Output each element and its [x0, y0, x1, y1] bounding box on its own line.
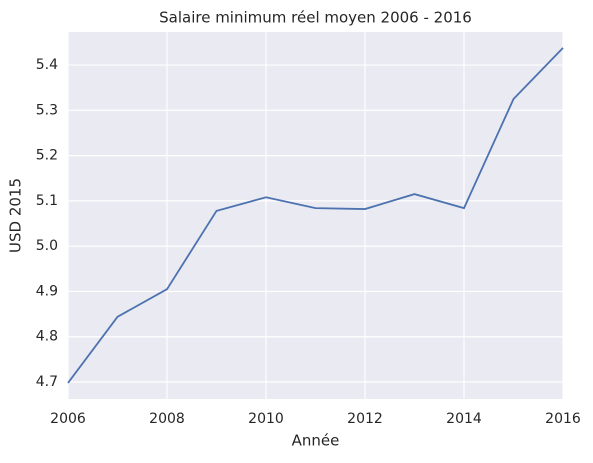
y-tick-label: 5.4: [36, 57, 58, 73]
x-tick-label: 2014: [446, 411, 482, 427]
y-tick-label: 4.8: [36, 329, 58, 345]
x-tick-label: 2008: [149, 411, 185, 427]
y-tick-label: 5.2: [36, 148, 58, 164]
x-tick-label: 2016: [545, 411, 581, 427]
y-tick-label: 5.1: [36, 193, 58, 209]
line: [67, 47, 564, 384]
x-tick-label: 2012: [347, 411, 383, 427]
chart-title: Salaire minimum réel moyen 2006 - 2016: [159, 9, 472, 27]
y-tick-label: 5.3: [36, 102, 58, 118]
x-axis-label: Année: [292, 432, 340, 450]
y-axis-label: USD 2015: [7, 178, 25, 253]
y-tick-label: 5.0: [36, 238, 58, 254]
y-tick-label: 4.7: [36, 374, 58, 390]
x-tick-label: 2010: [248, 411, 284, 427]
plot-area: [68, 32, 563, 399]
x-tick-label: 2006: [50, 411, 86, 427]
y-tick-label: 4.9: [36, 283, 58, 299]
